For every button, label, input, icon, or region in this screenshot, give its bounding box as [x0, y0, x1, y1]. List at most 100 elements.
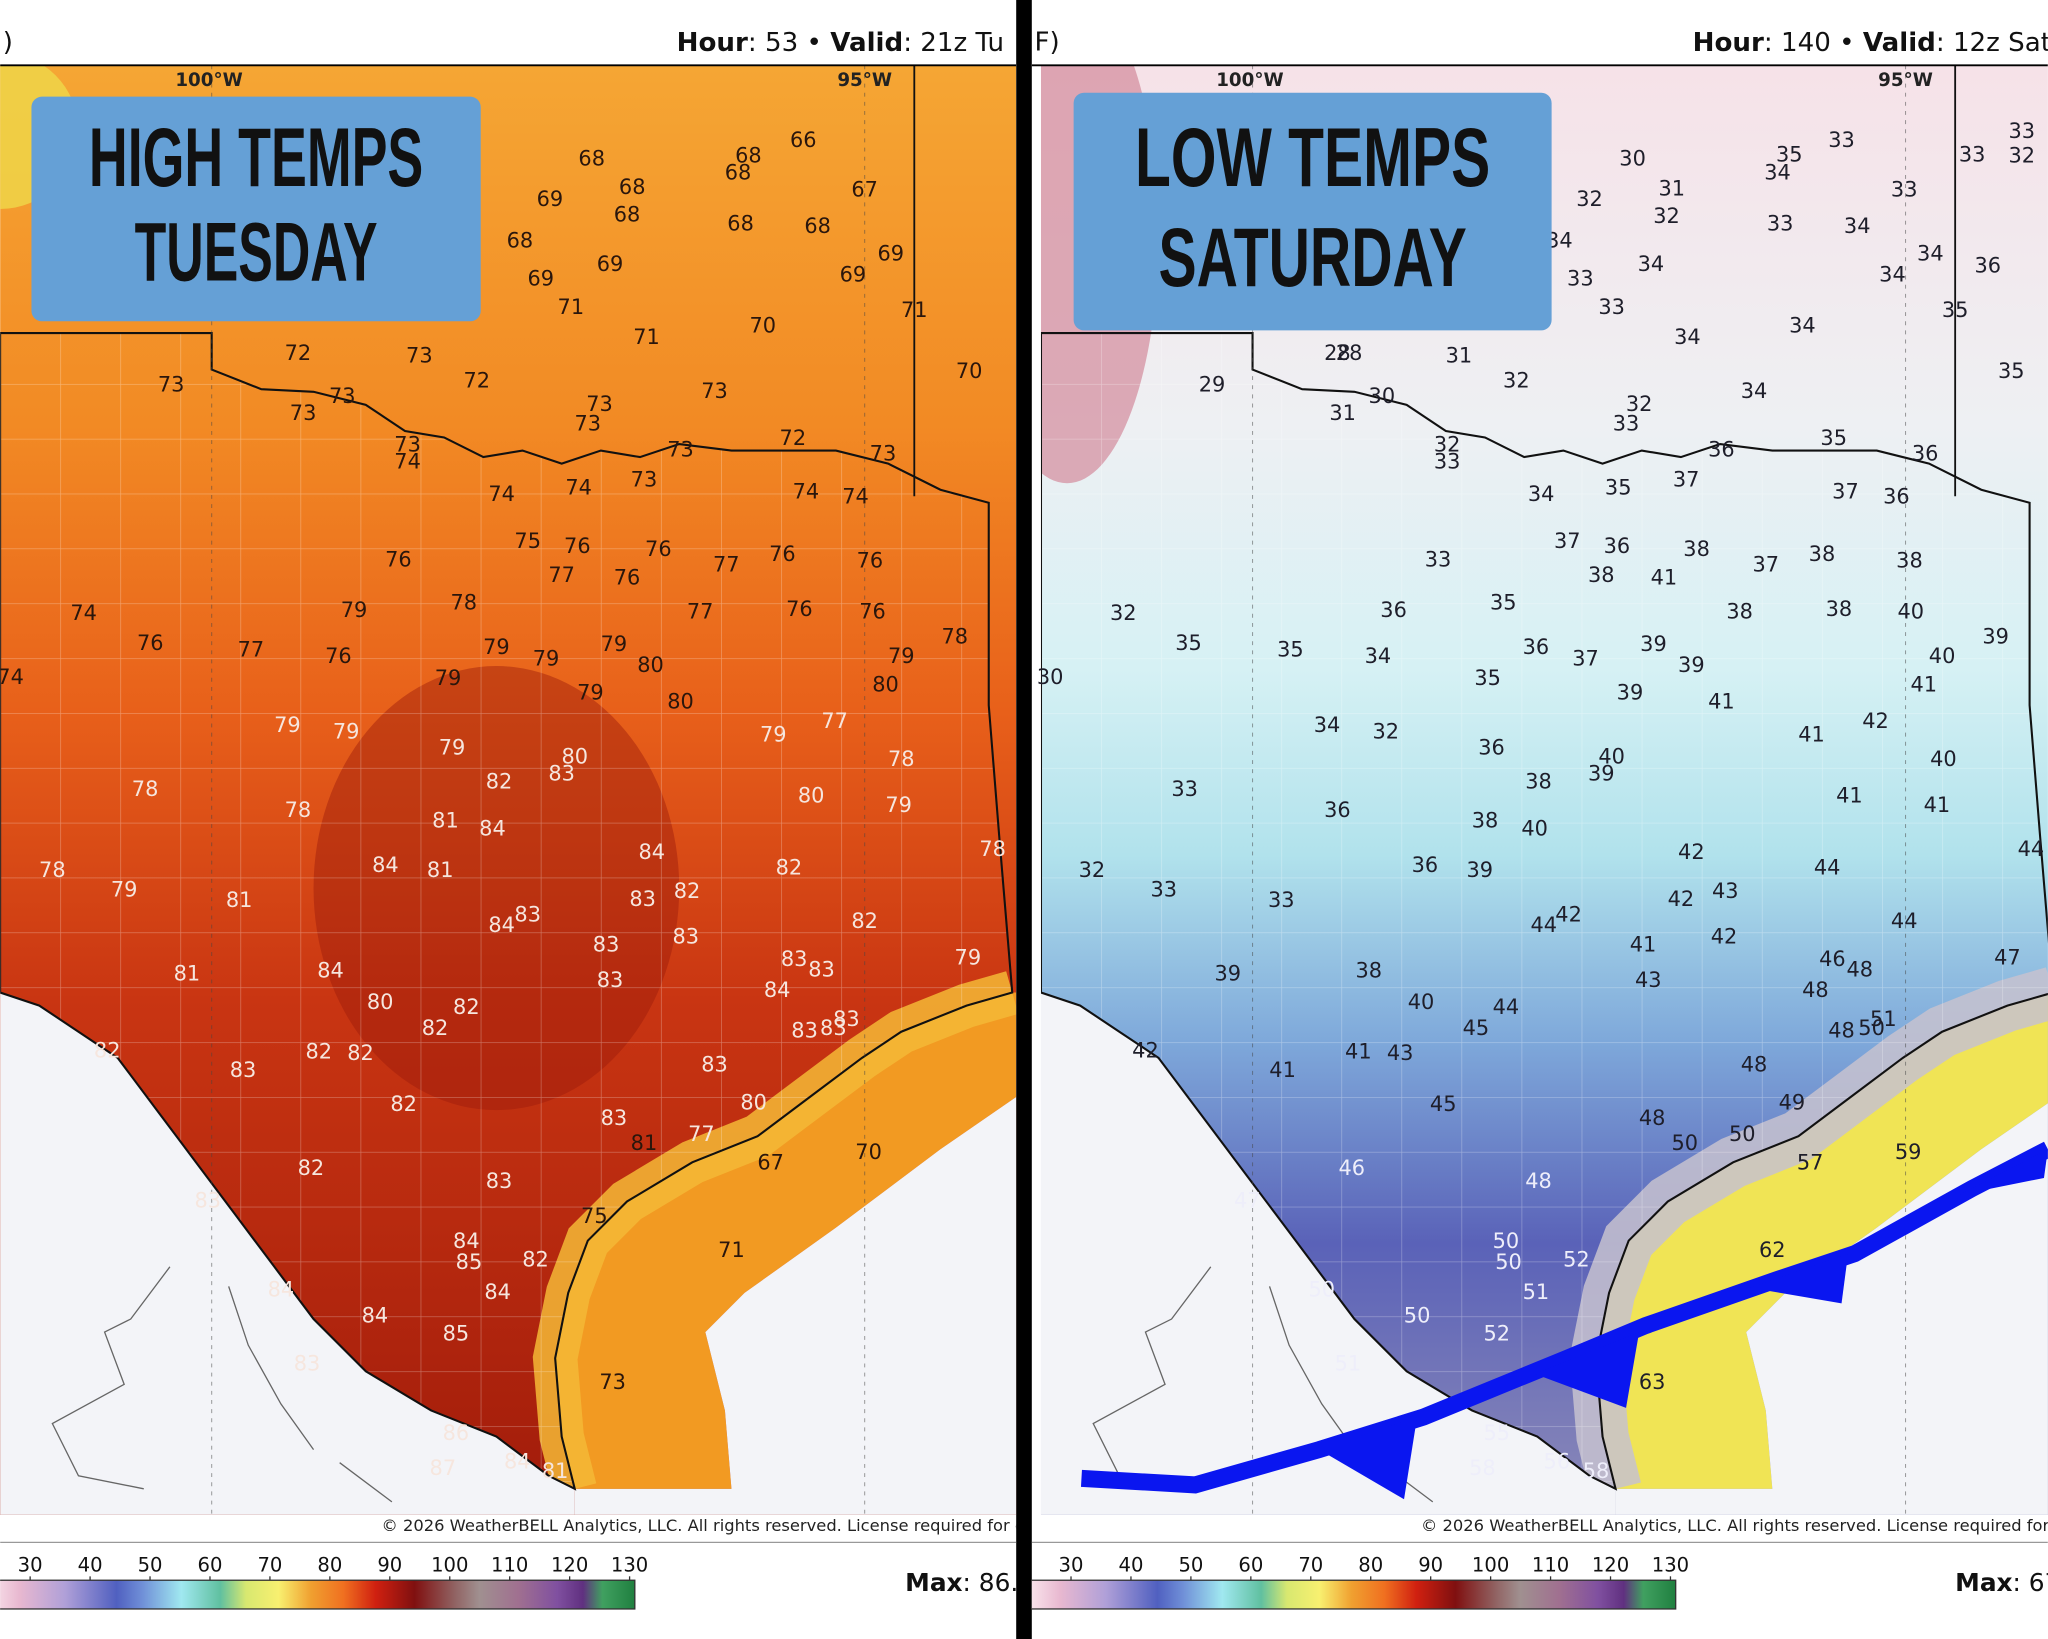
station-temp: 76 — [645, 537, 672, 561]
station-temp: 73 — [158, 372, 185, 396]
station-temp: 75 — [514, 529, 541, 553]
colorbar-label: 40 — [1118, 1553, 1143, 1576]
colorbar-label: 120 — [551, 1553, 588, 1576]
station-temp: 72 — [285, 341, 312, 365]
station-temp: 38 — [1826, 597, 1853, 621]
station-temp: 82 — [453, 995, 480, 1019]
station-temp: 38 — [1472, 808, 1499, 832]
station-temp: 79 — [483, 635, 510, 659]
station-temp: 76 — [769, 542, 796, 566]
station-temp: 68 — [507, 229, 534, 253]
station-temp: 41 — [1836, 784, 1863, 808]
station-temp: 85 — [456, 1250, 483, 1274]
header-part: Hour — [677, 28, 748, 58]
header-part: Valid — [830, 28, 903, 58]
station-temp: 37 — [1753, 552, 1780, 576]
station-temp: 84 — [764, 978, 791, 1002]
header-corner: F) — [1034, 28, 1059, 58]
colorbar-label: 120 — [1592, 1553, 1629, 1576]
sea — [574, 1097, 1017, 1515]
station-temp: 51 — [1523, 1280, 1550, 1304]
station-temp: 38 — [1588, 563, 1615, 587]
station-temp: 32 — [1576, 187, 1603, 211]
station-temp: 41 — [1798, 722, 1825, 746]
station-temp: 50 — [1308, 1277, 1335, 1301]
station-temp: 34 — [1844, 214, 1871, 238]
station-temp: 82 — [776, 855, 803, 879]
station-temp: 82 — [298, 1156, 325, 1180]
station-temp: 75 — [581, 1204, 608, 1228]
station-temp: 41 — [1651, 566, 1678, 590]
station-temp: 86 — [443, 1421, 470, 1445]
station-temp: 77 — [688, 1122, 715, 1146]
station-temp: 30 — [1369, 384, 1396, 408]
mexico-borders — [51, 1266, 393, 1503]
station-temp: 44 — [1530, 913, 1557, 937]
station-temp: 37 — [1832, 479, 1859, 503]
station-temp: 45 — [1463, 1016, 1490, 1040]
station-temp: 73 — [667, 438, 694, 462]
colorbar-label: 110 — [1532, 1553, 1569, 1576]
station-temp: 37 — [1572, 647, 1599, 671]
station-temp: 83 — [486, 1169, 513, 1193]
station-temp: 36 — [1975, 253, 2002, 277]
station-temp: 43 — [1387, 1041, 1414, 1065]
station-temp: 76 — [325, 644, 352, 668]
station-temp: 46 — [1339, 1156, 1366, 1180]
station-temp: 34 — [1674, 325, 1701, 349]
banner-text: HIGH TEMPS — [89, 110, 423, 204]
station-temp: 28 — [1324, 341, 1351, 365]
station-temp: 48 — [1847, 957, 1874, 981]
station-temp: 73 — [586, 392, 613, 416]
station-temp: 34 — [1764, 161, 1791, 185]
station-temp: 79 — [341, 598, 368, 622]
station-temp: 77 — [687, 600, 714, 624]
station-temp: 69 — [878, 242, 905, 266]
station-temp: 76 — [786, 597, 813, 621]
banner-text: SATURDAY — [1159, 210, 1467, 304]
station-temp: 41 — [1911, 673, 1938, 697]
colorbar — [0, 1579, 636, 1610]
station-temp: 77 — [713, 552, 740, 576]
colorbar-label: 30 — [1059, 1553, 1084, 1576]
station-temp: 76 — [857, 549, 884, 573]
station-temp: 39 — [1466, 858, 1493, 882]
station-temp: 38 — [1809, 542, 1836, 566]
station-temp: 51 — [1870, 1007, 1897, 1031]
station-temp: 83 — [820, 1016, 847, 1040]
station-temp: 31 — [1446, 344, 1473, 368]
station-temp: 35 — [1175, 631, 1202, 655]
station-temp: 83 — [294, 1352, 321, 1376]
header-part: : 53 • — [748, 28, 830, 58]
max-part: : 67 — [2013, 1568, 2048, 1597]
colorbar-label: 60 — [1238, 1553, 1263, 1576]
header-part: Hour — [1693, 28, 1764, 58]
station-temp: 63 — [1639, 1370, 1666, 1394]
station-temp: 84 — [484, 1280, 511, 1304]
station-temp: 33 — [1613, 411, 1640, 435]
station-temp: 34 — [1365, 644, 1392, 668]
colorbar-label: 90 — [1418, 1553, 1443, 1576]
station-temp: 78 — [39, 858, 66, 882]
station-temp: 84 — [362, 1303, 389, 1327]
station-temp: 72 — [780, 426, 807, 450]
station-temp: 84 — [504, 1450, 531, 1474]
station-temp: 34 — [1741, 379, 1768, 403]
header: Hour: 53 • Valid: 21z Tu — [677, 28, 1004, 58]
station-temp: 33 — [1434, 449, 1461, 473]
copyright: © 2026 WeatherBELL Analytics, LLC. All r… — [381, 1516, 1033, 1535]
station-temp: 78 — [285, 798, 312, 822]
header-corner: ) — [3, 28, 13, 58]
station-temp: 74 — [565, 475, 592, 499]
station-temp: 73 — [394, 432, 421, 456]
station-temp: 50 — [1404, 1303, 1431, 1327]
station-temp: 33 — [1425, 547, 1452, 571]
station-temp: 84 — [488, 913, 515, 937]
station-temp: 41 — [1708, 690, 1735, 714]
station-temp: 50 — [1495, 1250, 1522, 1274]
station-temp: 84 — [268, 1277, 295, 1301]
station-temp: 33 — [1598, 295, 1625, 319]
station-temp: 48 — [1741, 1053, 1768, 1077]
station-temp: 83 — [629, 887, 656, 911]
